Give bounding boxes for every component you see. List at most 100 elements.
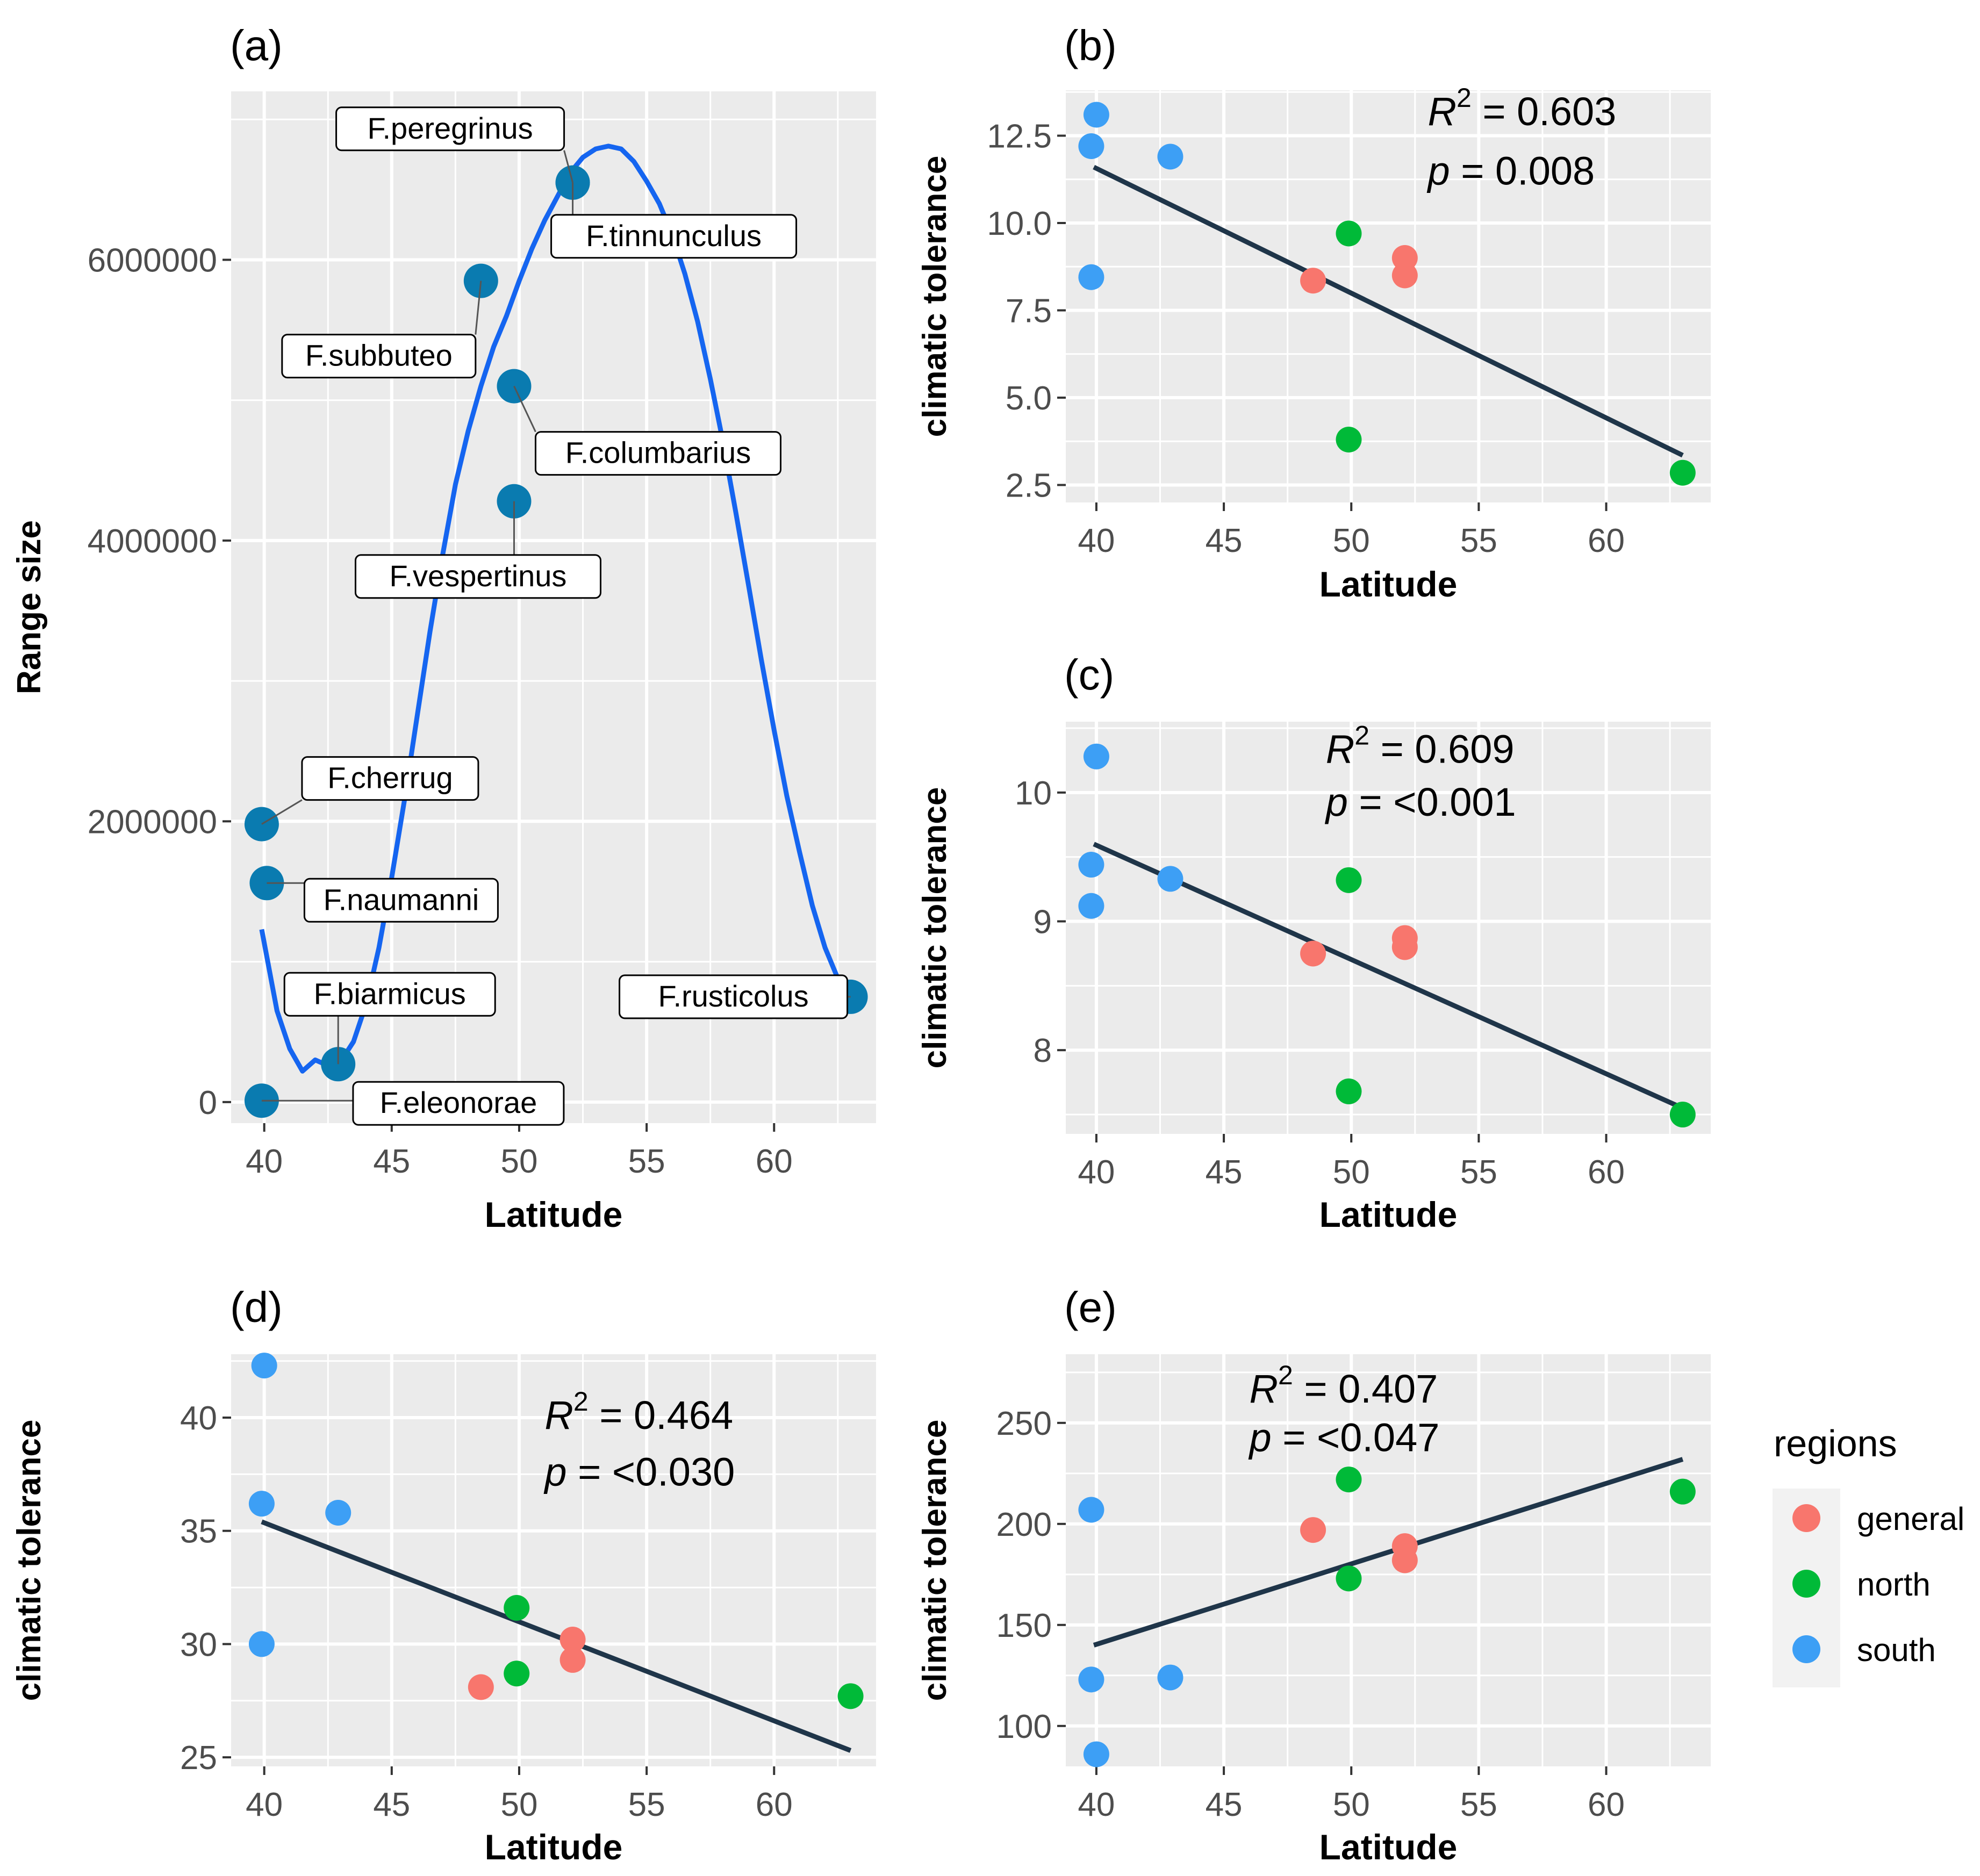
x-tick-label: 55: [628, 1786, 665, 1823]
data-point-general: [468, 1674, 494, 1700]
legend: regions general north south: [1773, 1422, 1964, 1687]
r-squared-value: = 0.407: [1293, 1367, 1438, 1411]
x-tick-label: 40: [246, 1143, 283, 1180]
data-point-south: [1157, 866, 1183, 892]
data-point-south: [1083, 1741, 1109, 1767]
x-tick-label: 40: [246, 1786, 283, 1823]
species-label: F.tinnunculus: [586, 219, 762, 253]
x-tick-label: 60: [756, 1786, 793, 1823]
plot-background: [231, 91, 876, 1123]
p-value-annotation: p = <0.047: [1249, 1415, 1440, 1460]
label-box: [352, 1081, 565, 1126]
panel-a: (a) 40 45 50 55 60 0 2000000 4000000 6000000 Latit…: [11, 21, 876, 1234]
y-tick-label: 100: [996, 1708, 1052, 1745]
legend-key-south: [1792, 1635, 1820, 1663]
legend-key-general: [1792, 1504, 1820, 1532]
data-point-general: [1391, 934, 1418, 960]
y-tick-label: 40: [180, 1400, 217, 1437]
r-superscript: 2: [1457, 83, 1472, 113]
p-value: = <0.001: [1348, 780, 1516, 824]
data-point-north: [504, 1661, 530, 1687]
x-tick-label: 40: [1078, 522, 1115, 559]
y-tick-label: 30: [180, 1626, 217, 1663]
species-label: F.peregrinus: [367, 111, 533, 145]
plot-background: [1066, 722, 1711, 1134]
data-point-north: [1669, 459, 1696, 486]
r-symbol: R: [544, 1393, 573, 1437]
data-point-north: [504, 1595, 530, 1621]
plot-background: [231, 1354, 876, 1766]
legend-label-south: south: [1857, 1632, 1936, 1668]
r-symbol: R: [1326, 727, 1354, 772]
data-point-south: [1078, 264, 1104, 290]
p-symbol: p: [1325, 780, 1348, 824]
panel-label: (a): [230, 21, 283, 69]
species-label: F.biarmicus: [314, 976, 466, 1010]
data-point-general: [559, 1647, 586, 1673]
panel-label: (c): [1064, 651, 1114, 699]
panel-d: (d) 40 45 50 55 60 25 30 35 40 Latitude climatic to…: [11, 1283, 876, 1867]
y-tick-label: 25: [180, 1740, 217, 1777]
y-axis-title: Range size: [11, 520, 48, 694]
data-point-general: [1391, 262, 1418, 289]
p-value: = <0.030: [567, 1449, 735, 1494]
r-superscript: 2: [573, 1386, 589, 1417]
label-box: [301, 756, 479, 801]
r-squared-annotation: R2 = 0.407: [1250, 1360, 1438, 1411]
x-tick-label: 45: [1206, 1786, 1243, 1823]
p-value-annotation: p = 0.008: [1427, 149, 1595, 193]
r-squared-value: = 0.609: [1369, 727, 1515, 772]
data-point-south: [248, 1631, 275, 1657]
y-axis-title: climatic tolerance: [916, 787, 953, 1069]
label-connector: [513, 385, 536, 433]
label-box: [283, 972, 496, 1017]
regression-line: [1093, 164, 1684, 458]
y-tick-label: 2000000: [88, 803, 217, 840]
y-tick-label: 2.5: [1006, 468, 1052, 505]
x-tick-label: 50: [1333, 522, 1370, 559]
panel-b: (b) 40 45 50 55 60 2.5 5.0 7.5 10.0 12.5 Latitude cl…: [916, 21, 1711, 604]
data-point-south: [1157, 1664, 1183, 1691]
label-box: [281, 334, 477, 379]
data-point-south: [325, 1500, 351, 1526]
label-connector: [261, 799, 303, 825]
species-label: F.subbuteo: [305, 339, 453, 372]
x-tick-label: 60: [1588, 522, 1625, 559]
y-axis-title: climatic tolerance: [916, 156, 953, 437]
label-box: [534, 431, 781, 476]
x-axis-title: Latitude: [1319, 564, 1458, 604]
x-tick-label: 45: [1206, 522, 1243, 559]
x-axis-title: Latitude: [1319, 1195, 1458, 1234]
data-point-south: [1083, 102, 1109, 128]
species-label: F.eleonorae: [380, 1086, 537, 1119]
x-tick-label: 55: [1460, 1154, 1497, 1191]
panel-label: (d): [230, 1283, 283, 1331]
data-point-south: [1078, 133, 1104, 159]
label-box: [354, 554, 601, 599]
y-tick-label: 0: [199, 1084, 217, 1122]
y-tick-label: 10: [1015, 775, 1052, 812]
x-axis-title: Latitude: [1319, 1827, 1458, 1867]
legend-title: regions: [1774, 1422, 1897, 1464]
y-tick-label: 35: [180, 1513, 217, 1550]
regression-line: [1093, 1457, 1684, 1648]
x-tick-label: 55: [1460, 522, 1497, 559]
r-symbol: R: [1250, 1367, 1278, 1411]
label-connector: [475, 281, 482, 335]
r-squared-value: = 0.603: [1472, 89, 1617, 134]
data-point-north: [1669, 1478, 1696, 1505]
r-superscript: 2: [1278, 1360, 1293, 1390]
p-symbol: p: [543, 1449, 566, 1494]
label-box: [619, 974, 849, 1019]
data-point-north: [1336, 1467, 1362, 1493]
p-value: = <0.047: [1272, 1415, 1440, 1460]
legend-label-general: general: [1857, 1501, 1964, 1537]
y-tick-label: 200: [996, 1506, 1052, 1543]
y-axis-title: climatic tolerance: [916, 1420, 953, 1701]
r-symbol: R: [1428, 89, 1457, 134]
x-tick-label: 60: [1588, 1786, 1625, 1823]
y-tick-label: 7.5: [1006, 293, 1052, 330]
x-tick-label: 60: [1588, 1154, 1625, 1191]
x-tick-label: 45: [1206, 1154, 1243, 1191]
data-point-south: [248, 1491, 275, 1517]
